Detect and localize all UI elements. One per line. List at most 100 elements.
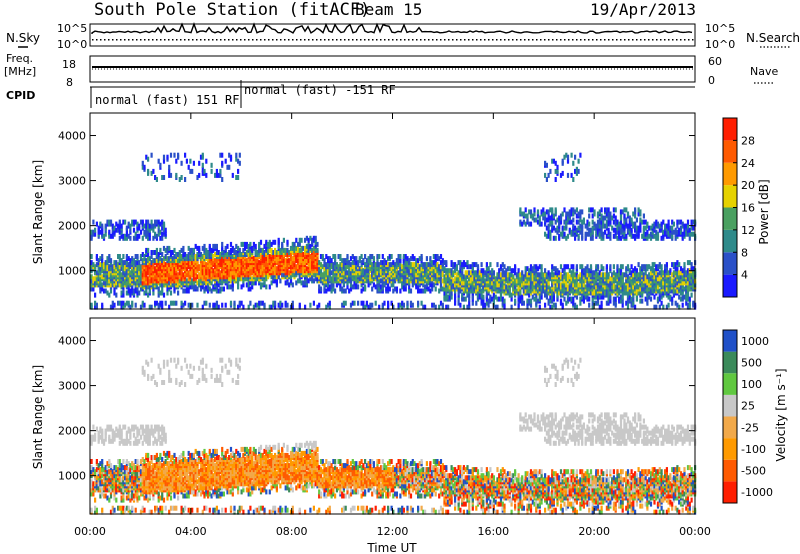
power-cell bbox=[524, 270, 527, 276]
power-cell bbox=[591, 270, 594, 276]
power-cell bbox=[275, 250, 278, 255]
power-cell bbox=[598, 270, 601, 276]
power-cell bbox=[492, 292, 495, 298]
power-cell bbox=[95, 278, 98, 284]
power-cell bbox=[332, 262, 335, 268]
power-cell bbox=[457, 270, 460, 276]
power-cell bbox=[101, 268, 104, 274]
power-cell bbox=[159, 229, 162, 235]
power-cell bbox=[270, 241, 273, 247]
power-cell bbox=[549, 207, 552, 213]
power-cell bbox=[171, 268, 174, 274]
noise-search-dot bbox=[636, 39, 638, 41]
power-cell bbox=[145, 284, 148, 290]
power-cell bbox=[565, 215, 568, 221]
power-cell bbox=[145, 219, 148, 225]
noise-search-dot bbox=[580, 39, 582, 41]
power-cell bbox=[630, 233, 633, 239]
power-cell bbox=[109, 304, 113, 310]
power-cell bbox=[120, 262, 123, 268]
power-cell bbox=[120, 233, 123, 239]
power-cell bbox=[162, 154, 166, 160]
power-cell bbox=[581, 233, 584, 239]
power-cell bbox=[113, 225, 116, 231]
power-cell bbox=[595, 276, 598, 282]
noise-search-dot bbox=[260, 39, 262, 41]
power-cell bbox=[607, 227, 610, 233]
power-cell bbox=[602, 223, 605, 229]
power-cell bbox=[484, 302, 487, 308]
noise-search-dot bbox=[548, 39, 550, 41]
power-cell bbox=[528, 221, 531, 227]
power-cell bbox=[157, 219, 160, 225]
noise-search-dot bbox=[604, 39, 606, 41]
power-cell bbox=[92, 219, 95, 225]
power-cell bbox=[316, 276, 319, 282]
power-cell bbox=[312, 250, 315, 255]
power-cell bbox=[238, 258, 241, 264]
power-cell bbox=[288, 258, 291, 264]
power-cell bbox=[586, 264, 589, 270]
power-cell bbox=[626, 211, 630, 217]
power-cell bbox=[402, 284, 405, 290]
power-cell bbox=[526, 217, 529, 223]
noise-search-dot bbox=[504, 39, 506, 41]
power-cell bbox=[341, 258, 344, 264]
power-cell bbox=[154, 231, 157, 237]
power-cell bbox=[238, 160, 241, 166]
power-cell bbox=[261, 272, 264, 278]
power-cell bbox=[434, 254, 437, 259]
power-cell bbox=[570, 172, 573, 178]
power-cell bbox=[275, 266, 278, 272]
power-cell bbox=[542, 211, 545, 217]
power-cell bbox=[529, 209, 533, 215]
power-cell bbox=[528, 268, 531, 274]
power-cell bbox=[549, 304, 552, 310]
power-cell bbox=[595, 231, 598, 237]
power-cell bbox=[383, 300, 386, 306]
power-cell bbox=[180, 254, 183, 259]
power-cell bbox=[572, 264, 575, 270]
power-cell bbox=[240, 284, 243, 290]
power-cell bbox=[175, 258, 178, 264]
power-cell bbox=[298, 278, 301, 284]
power-cell bbox=[111, 231, 114, 237]
power-cell bbox=[371, 302, 374, 308]
power-cell bbox=[399, 272, 402, 278]
power-cell bbox=[212, 284, 215, 290]
power-cell bbox=[95, 221, 98, 227]
noise-search-dot bbox=[416, 39, 418, 41]
power-cell bbox=[480, 292, 483, 298]
power-cell bbox=[247, 286, 250, 292]
power-cell bbox=[226, 284, 229, 290]
power-cell bbox=[612, 219, 615, 225]
power-cell bbox=[591, 286, 594, 292]
power-cell bbox=[286, 280, 289, 286]
power-cell bbox=[605, 290, 608, 296]
power-cell bbox=[251, 276, 254, 282]
noise-search-dot bbox=[168, 39, 170, 41]
power-cell bbox=[104, 231, 107, 237]
power-cell bbox=[159, 221, 162, 227]
power-cell bbox=[381, 302, 384, 308]
power-cell bbox=[268, 284, 271, 290]
power-cell bbox=[205, 247, 208, 253]
power-cell bbox=[346, 270, 349, 276]
noise-search-dot bbox=[424, 39, 426, 41]
power-cell bbox=[611, 215, 614, 221]
power-cell bbox=[187, 164, 190, 170]
power-cell bbox=[593, 221, 596, 227]
power-cell bbox=[409, 300, 413, 306]
power-cell bbox=[498, 296, 501, 302]
power-cell bbox=[632, 221, 635, 227]
power-cell bbox=[558, 219, 561, 225]
power-cell bbox=[312, 278, 315, 284]
power-cell bbox=[482, 284, 485, 290]
power-cell bbox=[125, 290, 128, 296]
power-cell bbox=[217, 288, 220, 294]
power-cell bbox=[325, 254, 328, 259]
power-cell bbox=[141, 300, 144, 306]
power-cell bbox=[385, 286, 388, 292]
power-cell bbox=[431, 282, 434, 288]
noise-search-dot bbox=[692, 39, 694, 41]
